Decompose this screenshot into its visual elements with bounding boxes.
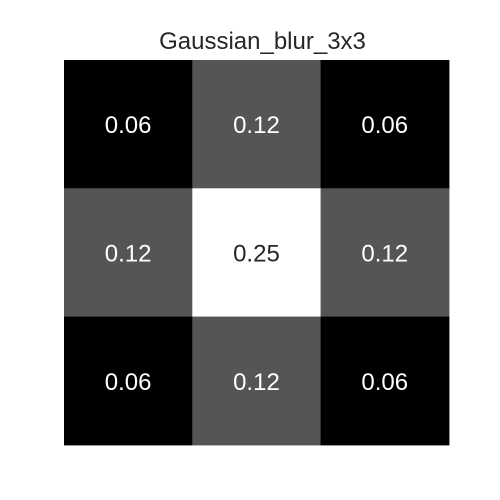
cell-label-r0-c1: 0.12 bbox=[233, 112, 280, 139]
cell-label-r0-c0: 0.06 bbox=[105, 112, 152, 139]
heatmap-cell-r2-c1 bbox=[192, 316, 322, 446]
heatmap-cell-r2-c2 bbox=[320, 316, 450, 446]
cell-label-r2-c1: 0.12 bbox=[233, 369, 280, 396]
cell-label-r1-c1: 0.25 bbox=[233, 240, 280, 267]
cell-label-r2-c0: 0.06 bbox=[105, 369, 152, 396]
heatmap-cell-r1-c0 bbox=[64, 188, 193, 318]
heatmap-cell-r1-c2 bbox=[320, 188, 450, 318]
cell-label-r0-c2: 0.06 bbox=[361, 112, 408, 139]
heatmap-cell-r0-c1 bbox=[192, 60, 322, 189]
heatmap-cell-r0-c0 bbox=[64, 60, 193, 189]
chart-title: Gaussian_blur_3x3 bbox=[159, 28, 366, 55]
heatmap-cell-r2-c0 bbox=[64, 316, 193, 446]
cell-label-r2-c2: 0.06 bbox=[361, 369, 408, 396]
heatmap-cell-r1-c1 bbox=[192, 188, 322, 318]
cell-label-r1-c2: 0.12 bbox=[361, 240, 408, 267]
cell-label-r1-c0: 0.12 bbox=[105, 240, 152, 267]
heatmap-cell-r0-c2 bbox=[320, 60, 450, 189]
